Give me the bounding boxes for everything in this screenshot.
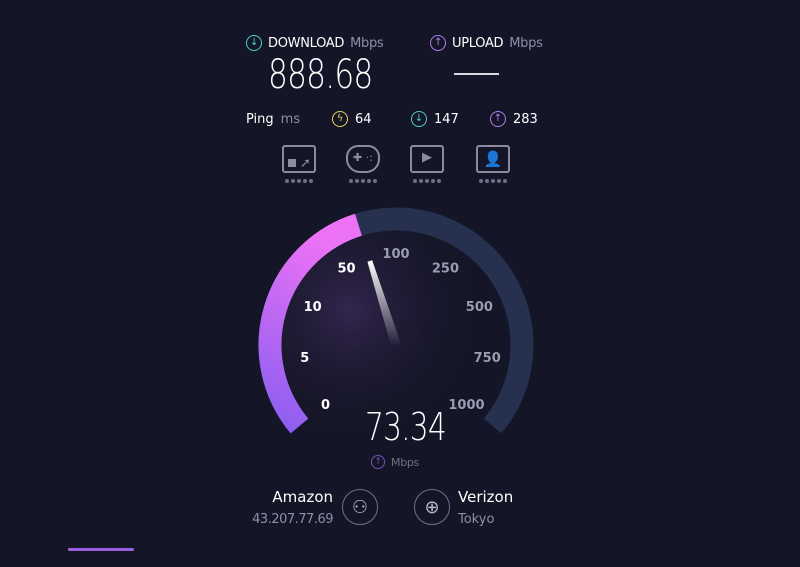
gauge-tick-label: 5	[300, 351, 309, 366]
progress-indicator	[68, 548, 134, 551]
ping-download: ↓ 147	[411, 111, 459, 127]
gauge-tick-label: 1000	[448, 398, 484, 413]
lightning-icon: ϟ	[332, 111, 348, 127]
upload-arrow-icon: ↑	[430, 35, 446, 51]
download-header: ↓ DOWNLOAD Mbps	[246, 35, 384, 51]
video-streaming-icon[interactable]: ▶	[410, 145, 444, 183]
ping-label: Ping ms	[246, 112, 300, 127]
download-unit: Mbps	[350, 35, 384, 51]
gauge-fill	[258, 213, 363, 434]
gauge-tick-label: 50	[338, 261, 356, 276]
ping-download-value: 147	[434, 111, 459, 127]
ping-upload-value: 283	[513, 111, 538, 127]
download-arrow-icon: ↓	[246, 35, 262, 51]
ping-upload: ↑ 283	[490, 111, 538, 127]
upload-unit: Mbps	[509, 35, 543, 51]
gauge-tick-label: 750	[474, 351, 501, 366]
user-icon[interactable]: ⚇	[342, 489, 378, 525]
gauge-unit-text: Mbps	[391, 455, 419, 469]
video-call-icon[interactable]: 👤	[476, 145, 510, 183]
upload-header: ↑ UPLOAD Mbps	[430, 35, 543, 51]
server-name: Verizon	[458, 488, 514, 506]
server-location: Tokyo	[458, 512, 495, 527]
gauge-needle	[367, 260, 401, 347]
upload-label: UPLOAD	[452, 35, 504, 51]
globe-icon[interactable]: ⊕	[414, 489, 450, 525]
upload-arrow-icon: ↑	[371, 455, 385, 469]
ping-text: Ping	[246, 112, 274, 127]
ping-idle: ϟ 64	[332, 111, 372, 127]
upload-value-placeholder	[454, 73, 499, 75]
ping-idle-value: 64	[355, 111, 372, 127]
provider-name: Amazon	[272, 488, 333, 506]
upload-arrow-icon: ↑	[490, 111, 506, 127]
provider-ip: 43.207.77.69	[252, 512, 333, 527]
gauge-value: 73.34	[365, 405, 447, 449]
web-browsing-icon[interactable]: ➚	[282, 145, 316, 183]
download-label: DOWNLOAD	[268, 35, 345, 51]
gauge-tick-label: 500	[466, 300, 493, 315]
gauge-tick-label: 10	[304, 300, 322, 315]
gauge-tick-label: 0	[321, 398, 330, 413]
gauge-tick-label: 250	[432, 261, 459, 276]
ping-unit: ms	[280, 112, 301, 127]
gauge-tick-label: 100	[382, 247, 409, 262]
gaming-icon[interactable]: ✚ ·:	[346, 145, 380, 183]
provider-info: Amazon 43.207.77.69	[200, 488, 333, 527]
download-arrow-icon: ↓	[411, 111, 427, 127]
server-info[interactable]: Verizon Tokyo	[458, 488, 513, 527]
download-value: 888.68	[268, 52, 373, 98]
gauge-unit: ↑ Mbps	[371, 455, 419, 469]
